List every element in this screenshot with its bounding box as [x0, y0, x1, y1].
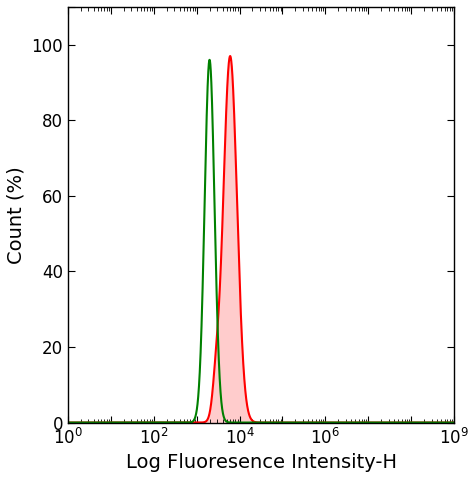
Y-axis label: Count (%): Count (%) — [7, 166, 26, 263]
X-axis label: Log Fluoresence Intensity-H: Log Fluoresence Intensity-H — [126, 453, 397, 472]
